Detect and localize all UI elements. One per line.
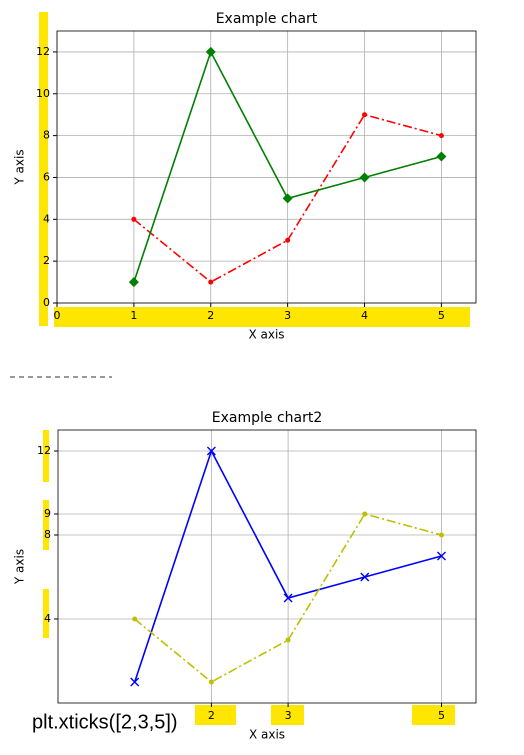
x-tick-label: 5	[438, 309, 445, 322]
marker	[282, 193, 293, 204]
marker	[130, 677, 140, 687]
marker	[360, 572, 370, 582]
marker	[362, 112, 368, 118]
marker	[205, 46, 216, 57]
x-tick-label: 0	[54, 309, 61, 322]
marker	[438, 133, 444, 139]
y-tick-label: 9	[44, 507, 51, 520]
highlight	[54, 307, 470, 327]
x-tick-label: 4	[361, 309, 368, 322]
series-line	[134, 513, 442, 683]
marker	[285, 237, 291, 243]
x-tick-label: 2	[208, 709, 215, 722]
y-tick-label: 12	[36, 45, 50, 58]
chart-title: Example chart	[216, 11, 318, 27]
y-tick-label: 4	[44, 612, 51, 625]
marker	[131, 216, 137, 222]
y-tick-label: 10	[36, 87, 50, 100]
marker	[436, 151, 447, 162]
marker	[132, 616, 138, 622]
plot-frame	[56, 30, 477, 304]
x-tick-label: 1	[130, 309, 137, 322]
marker	[362, 511, 368, 517]
highlight	[43, 500, 49, 550]
y-tick-label: 4	[43, 212, 50, 225]
annotation: plt.xticks([2,3,5])	[32, 711, 178, 733]
x-tick-label: 5	[438, 709, 445, 722]
highlight	[195, 705, 236, 725]
marker	[128, 277, 139, 288]
y-tick-label: 0	[43, 296, 50, 309]
x-axis-label: X axis	[249, 728, 285, 742]
marker	[438, 532, 444, 538]
y-tick-label: 8	[44, 528, 51, 541]
highlight	[43, 430, 49, 482]
marker	[206, 446, 216, 456]
marker	[208, 279, 214, 285]
y-axis-label: Y axis	[13, 549, 27, 585]
y-tick-label: 2	[43, 254, 50, 267]
y-tick-label: 12	[37, 444, 51, 457]
marker	[285, 637, 291, 643]
x-tick-label: 3	[284, 309, 291, 322]
highlight	[39, 12, 48, 326]
marker	[359, 172, 370, 183]
highlight	[271, 705, 304, 725]
series-line	[133, 113, 442, 284]
highlight	[43, 589, 49, 638]
x-axis-label: X axis	[248, 328, 284, 342]
marker	[436, 551, 446, 561]
marker	[283, 593, 293, 603]
x-tick-label: 2	[207, 309, 214, 322]
y-tick-label: 8	[43, 129, 50, 142]
highlight	[412, 705, 455, 725]
y-axis-label: Y axis	[13, 149, 27, 185]
x-tick-label: 3	[285, 709, 292, 722]
y-tick-label: 6	[43, 170, 50, 183]
plot-frame	[57, 429, 477, 704]
chart-title: Example chart2	[212, 410, 323, 426]
marker	[208, 679, 214, 685]
